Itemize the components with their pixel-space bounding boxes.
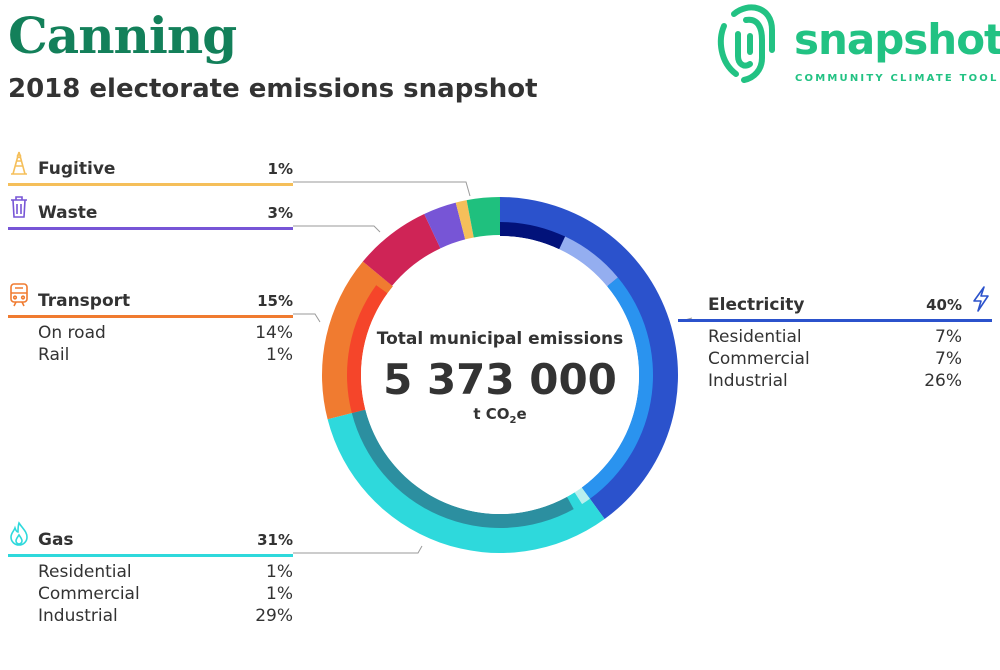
total-value: 5 373 000	[383, 355, 617, 404]
subcategory-name: Industrial	[38, 606, 118, 626]
category-fugitive: Fugitive 1%	[8, 151, 293, 186]
total-label: Total municipal emissions	[376, 329, 624, 349]
logo-wordmark: snapshot	[794, 15, 1000, 64]
donut-subslice-1-2	[351, 409, 574, 528]
donut-slice-4	[424, 202, 466, 249]
category-name: Waste	[38, 203, 98, 223]
category-underline	[8, 315, 293, 318]
donut-subslice-0-1	[559, 236, 618, 287]
page-title: Canning	[8, 6, 237, 65]
subcategory-name: Commercial	[708, 349, 810, 369]
category-percent: 3%	[267, 204, 293, 222]
subcategory-percent: 1%	[266, 345, 293, 365]
category-gas: Gas 31%	[8, 521, 293, 557]
subcategory-percent: 7%	[935, 327, 962, 347]
donut-subslice-1-0	[574, 487, 590, 505]
donut-slice-6	[466, 197, 500, 238]
subcategory-name: Commercial	[38, 584, 140, 604]
category-name: Transport	[38, 291, 131, 311]
total-unit: t CO2e	[350, 404, 650, 431]
subcategory-gas-industrial: Industrial 29%	[8, 605, 293, 627]
subcategory-percent: 1%	[266, 584, 293, 604]
category-percent: 31%	[257, 531, 293, 549]
subcategory-electricity-commercial: Commercial 7%	[678, 348, 962, 370]
donut-subslice-0-0	[500, 222, 566, 250]
lightning-icon	[973, 286, 989, 312]
unit-prefix: t CO	[473, 405, 510, 423]
category-percent: 15%	[257, 292, 293, 310]
subcategory-name: Residential	[708, 327, 802, 347]
category-underline	[8, 183, 293, 186]
unit-subscript: 2	[509, 415, 517, 426]
subcategory-gas-commercial: Commercial 1%	[8, 583, 293, 605]
category-electricity: Electricity 40%	[678, 286, 992, 322]
subcategory-percent: 29%	[255, 606, 293, 626]
unit-suffix: e	[516, 405, 527, 423]
trash-icon	[11, 196, 27, 218]
subcategory-name: Industrial	[708, 371, 788, 391]
subcategory-on-road: On road 14%	[8, 322, 293, 344]
leader-waste	[293, 225, 381, 233]
donut-subslice-0-2	[581, 277, 654, 499]
subcategory-rail: Rail 1%	[8, 344, 293, 366]
leader-fugitive	[293, 181, 471, 197]
subcategory-percent: 1%	[266, 562, 293, 582]
subcategory-electricity-industrial: Industrial 26%	[678, 370, 962, 392]
donut-center	[361, 236, 639, 514]
subcategory-percent: 7%	[935, 349, 962, 369]
logo-tagline: COMMUNITY CLIMATE TOOL	[795, 73, 999, 84]
subcategory-percent: 26%	[924, 371, 962, 391]
subcategory-name: Residential	[38, 562, 132, 582]
leader-gas	[293, 545, 423, 554]
category-underline	[8, 554, 293, 557]
category-percent: 1%	[267, 160, 293, 178]
subcategory-electricity-residential: Residential 7%	[678, 326, 962, 348]
donut-subslice-2-1	[376, 277, 393, 294]
flame-icon	[10, 521, 28, 546]
category-percent: 40%	[926, 296, 962, 314]
category-transport: Transport 15%	[8, 283, 293, 318]
leader-transport	[293, 313, 321, 323]
donut-slice-5	[455, 200, 474, 240]
donut-subslice-2-0	[347, 285, 388, 414]
category-name: Gas	[38, 530, 74, 550]
subcategory-name: Rail	[38, 345, 70, 365]
category-name: Electricity	[708, 295, 805, 315]
fingerprint-icon	[717, 4, 775, 83]
category-underline	[8, 227, 293, 230]
snapshot-logo: snapshot COMMUNITY CLIMATE TOOL	[714, 0, 1000, 92]
donut-slice-3	[362, 213, 441, 286]
page-subtitle: 2018 electorate emissions snapshot	[8, 74, 538, 104]
donut-subslice-1-1	[566, 492, 582, 510]
subcategory-percent: 14%	[255, 323, 293, 343]
subcategory-name: On road	[38, 323, 106, 343]
subcategory-gas-residential: Residential 1%	[8, 561, 293, 583]
category-waste: Waste 3%	[8, 196, 293, 230]
category-underline	[678, 319, 992, 322]
oil-rig-icon	[11, 151, 27, 175]
train-icon	[10, 283, 28, 307]
category-name: Fugitive	[38, 159, 116, 179]
